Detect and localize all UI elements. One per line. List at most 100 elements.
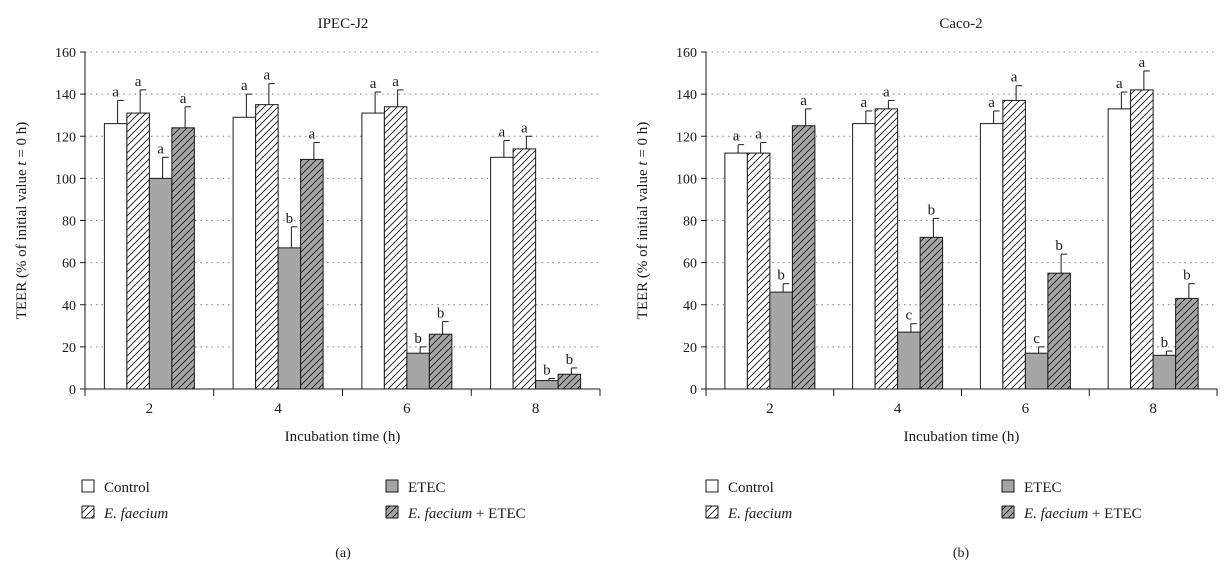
y-axis-label-part: = 0 h) bbox=[14, 122, 30, 162]
bar-e-faecium-2 bbox=[126, 112, 150, 390]
legend-label-part: + ETEC bbox=[1088, 506, 1141, 522]
bar-etec-6 bbox=[1024, 352, 1049, 390]
y-tick-label: 100 bbox=[55, 172, 76, 187]
bar-e-faecium-etec-2 bbox=[171, 127, 195, 390]
legend-swatch bbox=[1001, 505, 1015, 519]
y-tick-label: 0 bbox=[69, 383, 76, 398]
significance-letter: a bbox=[733, 129, 740, 145]
bar-e-faecium-4 bbox=[255, 104, 279, 390]
bar-etec-4 bbox=[277, 247, 302, 390]
legend-label-part: E. faecium bbox=[727, 506, 792, 522]
significance-letter: a bbox=[264, 68, 271, 84]
bar-control-6 bbox=[361, 112, 385, 390]
bar-e-faecium-8 bbox=[512, 148, 537, 390]
y-tick-label: 20 bbox=[683, 341, 697, 356]
bar-control-2 bbox=[103, 123, 128, 390]
bar-e-faecium-6 bbox=[1002, 99, 1026, 390]
bar-etec-2 bbox=[148, 177, 173, 390]
panel-label: (b) bbox=[953, 546, 970, 561]
significance-letter: b bbox=[1055, 238, 1063, 254]
bar-e-faecium-etec-4 bbox=[300, 158, 324, 390]
legend-swatch bbox=[705, 505, 719, 519]
legend-label-part: ETEC bbox=[1024, 480, 1062, 496]
legend-swatch bbox=[81, 505, 95, 519]
y-tick-label: 60 bbox=[683, 257, 697, 272]
y-axis-label-part: t bbox=[635, 161, 651, 166]
legend-swatch bbox=[385, 479, 399, 493]
legend: Control E. faecium ETEC E. faecium + ETEC bbox=[705, 479, 1142, 522]
x-tick-label: 6 bbox=[1022, 401, 1030, 417]
significance-letter: b bbox=[543, 362, 551, 378]
x-tick-label: 2 bbox=[766, 401, 774, 417]
bar-e-faecium-8 bbox=[1130, 89, 1154, 390]
significance-letter: a bbox=[392, 74, 399, 90]
chart-title: Caco-2 bbox=[939, 16, 982, 32]
bar-control-8 bbox=[1107, 108, 1132, 390]
y-tick-label: 0 bbox=[690, 383, 697, 398]
x-axis-label: Incubation time (h) bbox=[285, 429, 401, 445]
legend: Control E. faecium ETEC E. faecium + ETEC bbox=[81, 479, 526, 522]
legend-label-part: Control bbox=[104, 480, 150, 496]
y-tick-label: 140 bbox=[676, 88, 697, 103]
bar-e-faecium-2 bbox=[746, 152, 771, 390]
significance-letter: b bbox=[777, 268, 785, 284]
y-axis-label: TEER (% of initial value t = 0 h) bbox=[635, 122, 651, 320]
y-tick-label: 40 bbox=[62, 299, 76, 314]
y-axis-label-part: TEER (% of initial value bbox=[635, 166, 651, 320]
y-tick-label: 120 bbox=[55, 130, 76, 145]
legend-label-part: E. faecium bbox=[1023, 506, 1088, 522]
significance-letter: a bbox=[883, 84, 890, 100]
bar-e-faecium-etec-8 bbox=[1175, 297, 1199, 390]
x-tick-label: 4 bbox=[894, 401, 902, 417]
y-tick-label: 40 bbox=[683, 299, 697, 314]
significance-letter: a bbox=[157, 141, 164, 157]
bar-etec-4 bbox=[897, 331, 921, 390]
y-axis-label: TEER (% of initial value t = 0 h) bbox=[14, 122, 30, 320]
legend-label: E. faecium bbox=[103, 506, 168, 522]
chart-panel-a: IPEC-J2 0 20 40 60 80 100 120 140 160 TEER (% of i… bbox=[14, 16, 601, 561]
bar-control-4 bbox=[852, 123, 876, 390]
significance-letter: a bbox=[370, 76, 377, 92]
significance-letter: a bbox=[800, 93, 807, 109]
y-axis-label-part: t bbox=[14, 161, 30, 166]
significance-letter: a bbox=[1116, 76, 1123, 92]
legend-label-part: Control bbox=[728, 480, 774, 496]
x-tick-label: 4 bbox=[274, 401, 282, 417]
y-axis-label-part: TEER (% of initial value bbox=[14, 166, 30, 320]
y-tick-label: 120 bbox=[676, 130, 697, 145]
legend-swatch bbox=[81, 479, 95, 493]
significance-letter: a bbox=[861, 95, 868, 111]
x-tick-label: 2 bbox=[146, 401, 154, 417]
legend-label: ETEC bbox=[1024, 480, 1062, 496]
legend-label-part: + ETEC bbox=[472, 506, 525, 522]
significance-letter: b bbox=[1161, 335, 1169, 351]
bar-e-faecium-etec-6 bbox=[428, 333, 453, 390]
x-tick-label: 6 bbox=[403, 401, 411, 417]
legend-label: ETEC bbox=[408, 480, 446, 496]
legend-label: E. faecium + ETEC bbox=[1023, 506, 1142, 522]
y-tick-label: 60 bbox=[62, 257, 76, 272]
bar-control-4 bbox=[232, 116, 257, 390]
significance-letter: a bbox=[988, 95, 995, 111]
bar-etec-8 bbox=[535, 380, 559, 390]
bar-e-faecium-6 bbox=[383, 106, 408, 390]
significance-letter: a bbox=[309, 127, 316, 143]
bar-e-faecium-etec-6 bbox=[1047, 272, 1071, 390]
significance-letter: a bbox=[521, 120, 528, 136]
significance-letter: b bbox=[566, 352, 574, 368]
legend-label-part: ETEC bbox=[408, 480, 446, 496]
bar-control-2 bbox=[724, 152, 748, 390]
significance-letter: a bbox=[135, 74, 142, 90]
bar-etec-2 bbox=[769, 291, 793, 390]
chart-panel-b: Caco-2 0 20 40 60 80 100 120 140 160 TEER (% of in… bbox=[635, 16, 1218, 561]
panel-label: (a) bbox=[335, 546, 351, 561]
significance-letter: c bbox=[906, 308, 913, 324]
x-tick-label: 8 bbox=[532, 401, 540, 417]
legend-swatch bbox=[1001, 479, 1015, 493]
bar-e-faecium-etec-4 bbox=[919, 236, 944, 390]
legend-label: Control bbox=[104, 480, 150, 496]
legend-swatch bbox=[705, 479, 719, 493]
significance-letter: b bbox=[1183, 268, 1191, 284]
significance-letter: a bbox=[755, 127, 762, 143]
